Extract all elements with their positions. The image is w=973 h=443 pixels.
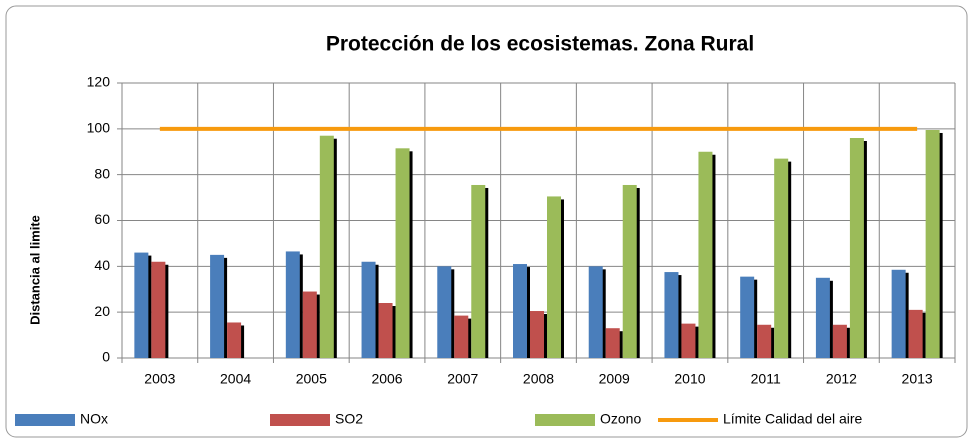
bar xyxy=(605,328,620,358)
bar xyxy=(664,272,679,358)
bar xyxy=(395,148,410,358)
bar xyxy=(622,184,637,358)
x-tick-label: 2012 xyxy=(826,371,857,387)
bar xyxy=(681,323,696,358)
legend-swatch xyxy=(15,414,75,426)
bar xyxy=(774,158,789,358)
x-tick-label: 2003 xyxy=(144,371,175,387)
bar xyxy=(285,251,300,358)
legend-label: Límite Calidad del aire xyxy=(723,411,863,427)
bar xyxy=(815,277,830,358)
y-axis-label: Distancia al limite xyxy=(27,215,42,325)
bar xyxy=(908,309,923,358)
x-tick-label: 2010 xyxy=(674,371,705,387)
bar xyxy=(530,311,544,358)
x-tick-label: 2009 xyxy=(599,371,630,387)
y-tick-label: 0 xyxy=(102,349,110,365)
bar xyxy=(891,269,906,358)
y-tick-label: 80 xyxy=(94,165,110,181)
x-tick-label: 2008 xyxy=(523,371,554,387)
bar xyxy=(437,266,452,358)
legend-swatch xyxy=(535,414,595,426)
bar xyxy=(319,135,334,358)
x-tick-label: 2005 xyxy=(296,371,327,387)
x-tick-label: 2007 xyxy=(447,371,478,387)
x-tick-label: 2006 xyxy=(371,371,402,387)
bar xyxy=(588,266,603,358)
bar xyxy=(134,252,149,358)
legend-label: Ozono xyxy=(600,411,641,427)
y-tick-label: 60 xyxy=(94,211,110,227)
y-tick-label: 20 xyxy=(94,303,110,319)
bar xyxy=(454,315,469,358)
x-tick-label: 2011 xyxy=(751,371,781,387)
y-tick-label: 40 xyxy=(94,257,110,273)
bar xyxy=(151,261,166,358)
legend-label: NOx xyxy=(80,411,108,427)
y-tick-label: 120 xyxy=(87,74,111,90)
bar xyxy=(740,276,755,358)
bar xyxy=(302,291,317,358)
x-tick-label: 2013 xyxy=(902,371,933,387)
bar xyxy=(698,151,713,358)
legend-swatch xyxy=(270,414,330,426)
bar xyxy=(513,264,527,358)
bar xyxy=(832,324,847,358)
bar xyxy=(849,138,864,358)
bar xyxy=(378,303,393,358)
bar xyxy=(471,184,486,358)
bar xyxy=(210,254,225,358)
legend-label: SO2 xyxy=(335,411,363,427)
bar xyxy=(547,196,561,358)
y-tick-label: 100 xyxy=(87,120,111,136)
x-tick-label: 2004 xyxy=(220,371,251,387)
bar xyxy=(227,322,242,358)
bar xyxy=(757,324,772,358)
bar xyxy=(925,129,940,358)
bar xyxy=(361,261,376,358)
chart-title: Protección de los ecosistemas. Zona Rura… xyxy=(326,33,754,56)
